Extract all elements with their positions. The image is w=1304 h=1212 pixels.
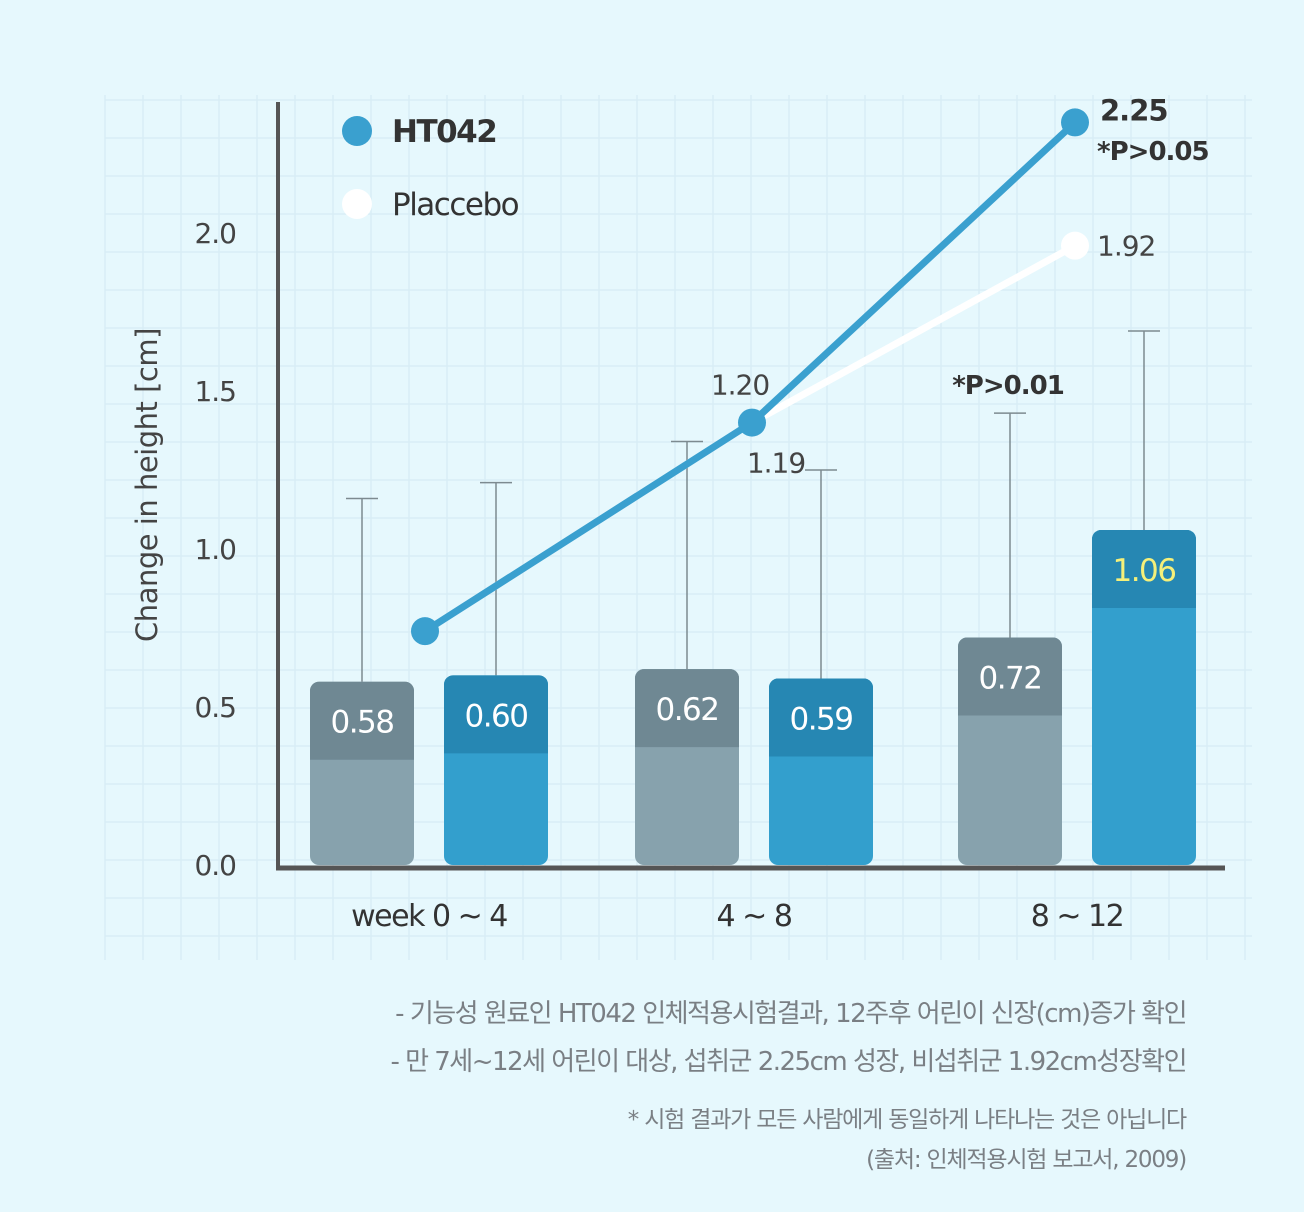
- disclaimer-note: * 시험 결과가 모든 사람에게 동일하게 나타나는 것은 아닙니다: [627, 1107, 1187, 1133]
- y-tick-label: 0.5: [194, 691, 236, 724]
- x-tick-label: week 0 ~ 4: [351, 899, 507, 934]
- legend-label: HT042: [392, 114, 496, 150]
- bar-value-label: 0.60: [464, 698, 527, 734]
- bar-label-band: [635, 669, 739, 748]
- trend-point: [411, 617, 439, 646]
- trend-point: [1061, 231, 1089, 260]
- bar-value-label: 0.72: [978, 660, 1041, 696]
- y-tick-label: 1.0: [194, 533, 236, 566]
- legend-marker: [342, 189, 372, 219]
- bar-value-label: 0.58: [330, 705, 393, 741]
- y-axis-title: Change in height [cm]: [130, 328, 164, 642]
- point-label: 1.20: [711, 369, 769, 402]
- bar-value-label: 0.62: [655, 692, 718, 728]
- bar-label-band: [1092, 530, 1196, 609]
- bar-label-band: [310, 681, 414, 760]
- significance-annotation: *P>0.01: [952, 371, 1064, 401]
- note-line-1: - 기능성 원료인 HT042 인체적용시험결과, 12주후 어린이 신장(cm…: [395, 999, 1187, 1029]
- bar-label-band: [444, 675, 548, 754]
- bar-label-band: [958, 637, 1062, 716]
- point-label: 2.25: [1100, 93, 1168, 127]
- footnotes: - 기능성 원료인 HT042 인체적용시험결과, 12주후 어린이 신장(cm…: [390, 990, 1187, 1180]
- x-tick-label: 4 ~ 8: [717, 899, 792, 934]
- y-tick-label: 0.0: [194, 849, 236, 882]
- trend-point: [738, 408, 766, 437]
- bar-ht042: [1092, 530, 1196, 865]
- y-tick-label: 1.5: [194, 375, 236, 408]
- legend-marker: [342, 116, 372, 146]
- significance-annotation: *P>0.05: [1097, 137, 1209, 167]
- source-note: (출처: 인체적용시험 보고서, 2009): [866, 1147, 1187, 1173]
- bar-value-label: 0.59: [789, 702, 852, 738]
- trend-point: [1061, 108, 1089, 137]
- growth-chart: 0.0 0.5 1.0 1.5 2.0 Change in height [cm] 0.58…: [104, 93, 1252, 960]
- legend-label: Placcebo: [392, 187, 519, 223]
- bar-value-label: 1.06: [1112, 553, 1175, 589]
- note-line-2: - 만 7세~12세 어린이 대상, 섭취군 2.25cm 성장, 비섭취군 1…: [390, 1047, 1187, 1077]
- point-label: 1.92: [1097, 230, 1155, 263]
- point-label: 1.19: [747, 447, 805, 480]
- bar-label-band: [769, 678, 873, 757]
- y-tick-label: 2.0: [194, 217, 236, 250]
- x-tick-label: 8 ~ 12: [1031, 899, 1123, 934]
